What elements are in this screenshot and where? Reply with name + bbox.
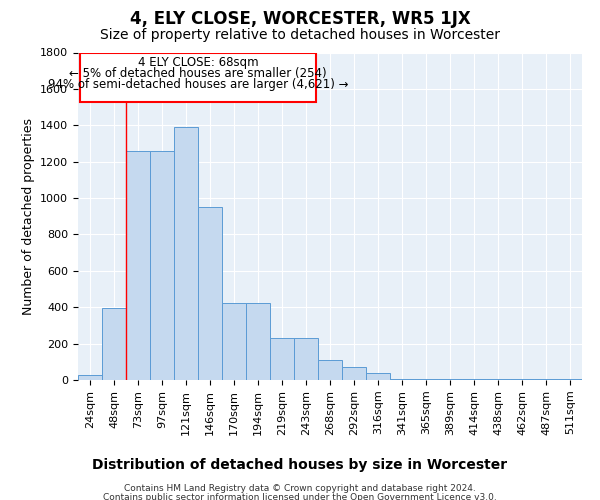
- Bar: [462, 379, 486, 380]
- Bar: [126, 151, 150, 380]
- Bar: [198, 207, 222, 380]
- Text: 4 ELY CLOSE: 68sqm: 4 ELY CLOSE: 68sqm: [137, 56, 259, 69]
- Bar: [558, 379, 582, 380]
- Bar: [510, 379, 534, 380]
- Text: 94% of semi-detached houses are larger (4,621) →: 94% of semi-detached houses are larger (…: [48, 78, 348, 91]
- Text: Contains public sector information licensed under the Open Government Licence v3: Contains public sector information licen…: [103, 494, 497, 500]
- Bar: [294, 338, 318, 380]
- Text: 4, ELY CLOSE, WORCESTER, WR5 1JX: 4, ELY CLOSE, WORCESTER, WR5 1JX: [130, 10, 470, 28]
- Bar: [534, 379, 558, 380]
- Y-axis label: Number of detached properties: Number of detached properties: [22, 118, 35, 315]
- Bar: [390, 379, 414, 380]
- Bar: [318, 360, 342, 380]
- Text: Size of property relative to detached houses in Worcester: Size of property relative to detached ho…: [100, 28, 500, 42]
- Bar: [366, 372, 390, 380]
- Text: Distribution of detached houses by size in Worcester: Distribution of detached houses by size …: [92, 458, 508, 471]
- Bar: [78, 376, 102, 380]
- Bar: [102, 308, 126, 380]
- Bar: [486, 379, 510, 380]
- Bar: [342, 368, 366, 380]
- Text: ← 5% of detached houses are smaller (254): ← 5% of detached houses are smaller (254…: [69, 67, 327, 80]
- Bar: [438, 379, 462, 380]
- FancyBboxPatch shape: [80, 52, 316, 102]
- Bar: [246, 302, 270, 380]
- Bar: [270, 338, 294, 380]
- Bar: [414, 379, 438, 380]
- Bar: [222, 302, 246, 380]
- Bar: [150, 151, 174, 380]
- Text: Contains HM Land Registry data © Crown copyright and database right 2024.: Contains HM Land Registry data © Crown c…: [124, 484, 476, 493]
- Bar: [174, 127, 198, 380]
